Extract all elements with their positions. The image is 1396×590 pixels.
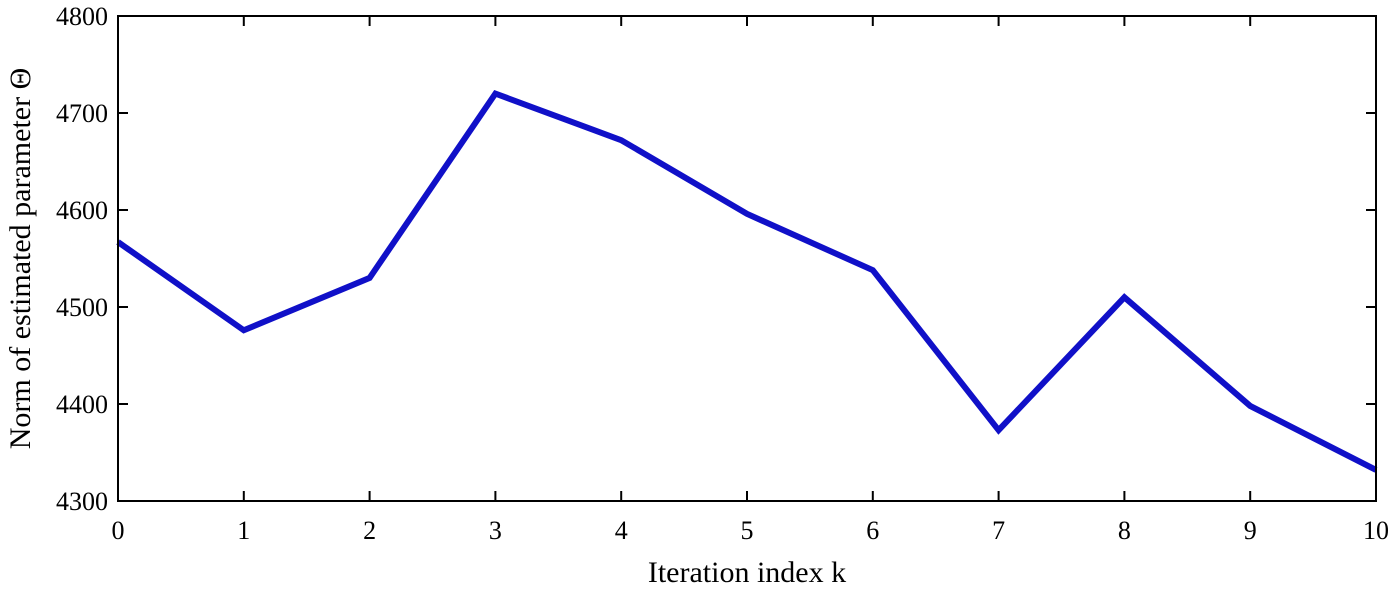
x-tick-label: 4 [615, 516, 628, 545]
series-group [116, 89, 1378, 473]
x-tick-label: 3 [489, 516, 502, 545]
x-tick-label: 10 [1363, 516, 1389, 545]
x-tick-label: 2 [363, 516, 376, 545]
y-tick-label: 4400 [56, 390, 108, 419]
x-tick-label: 1 [237, 516, 250, 545]
x-tick-label: 6 [866, 516, 879, 545]
y-tick-label: 4500 [56, 293, 108, 322]
x-tick-label: 0 [112, 516, 125, 545]
x-tick-label: 7 [992, 516, 1005, 545]
x-axis-label: Iteration index k [648, 556, 846, 589]
y-tick-label: 4300 [56, 487, 108, 516]
x-tick-label: 8 [1118, 516, 1131, 545]
y-tick-label: 4600 [56, 196, 108, 225]
plot-frame [117, 15, 1377, 502]
axis-ticks [117, 15, 1377, 502]
y-axis-label: Norm of estimated parameter Θ [4, 68, 37, 450]
y-tick-label: 4800 [56, 2, 108, 31]
series-line-0 [116, 89, 1378, 473]
x-tick-label: 5 [741, 516, 754, 545]
y-tick-label: 4700 [56, 99, 108, 128]
x-tick-label: 9 [1244, 516, 1257, 545]
tick-labels: 0 1 2 3 4 5 6 7 8 9 10 4300 4400 4500 4600 4700 4800 [56, 2, 1389, 545]
